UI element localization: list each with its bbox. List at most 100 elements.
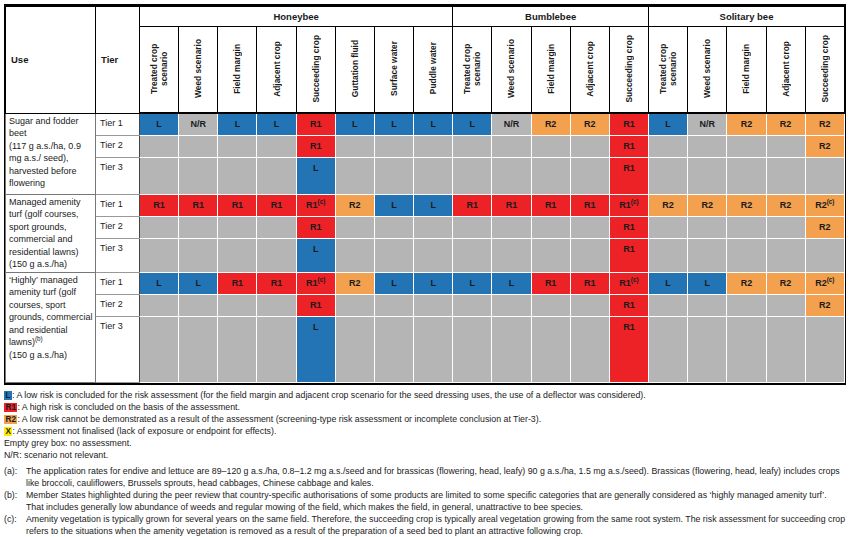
- risk-cell: L: [688, 272, 727, 294]
- risk-cell: [570, 238, 609, 272]
- column-header-label: Succeeding crop: [624, 35, 634, 102]
- risk-cell: [218, 316, 257, 382]
- risk-cell: L: [414, 194, 453, 216]
- risk-cell: R1: [179, 194, 218, 216]
- use-label: ‘Highly’ managed amenity turf (golf cour…: [6, 272, 96, 382]
- risk-cell: [140, 294, 179, 316]
- risk-cell: [140, 216, 179, 238]
- risk-cell: [218, 294, 257, 316]
- footnote-a: (a):The application rates for endive and…: [4, 465, 846, 489]
- risk-table-frame: Use Tier Honeybee Bumblebee Solitary bee…: [4, 4, 846, 385]
- column-header-label: Succeeding crop: [311, 35, 321, 102]
- column-header-honeybee-surface-water: Surface water: [374, 27, 413, 114]
- risk-cell: [531, 294, 570, 316]
- footnote-b: (b):Member States highlighted during the…: [4, 489, 846, 513]
- risk-cell: R1(c): [296, 272, 335, 294]
- tier-label: Tier 3: [96, 238, 140, 272]
- legend-swatch-l: L: [4, 391, 12, 401]
- risk-cell: [414, 238, 453, 272]
- risk-cell: [727, 157, 766, 194]
- risk-cell: R1(c): [609, 272, 648, 294]
- column-header-honeybee-adjacent-crop: Adjacent crop: [257, 27, 296, 114]
- risk-cell: L: [296, 157, 335, 194]
- tier-label: Tier 1: [96, 272, 140, 294]
- risk-cell: R1(c): [609, 194, 648, 216]
- risk-cell: N/R: [688, 113, 727, 135]
- risk-cell: R1: [609, 216, 648, 238]
- risk-cell: [140, 157, 179, 194]
- risk-cell: R1: [257, 272, 296, 294]
- document-page: Use Tier Honeybee Bumblebee Solitary bee…: [0, 0, 850, 537]
- column-header-honeybee-weed-scenario: Weed scenario: [179, 27, 218, 114]
- risk-cell: R2: [805, 294, 844, 316]
- risk-cell: [531, 157, 570, 194]
- risk-cell: [414, 157, 453, 194]
- risk-cell: [374, 238, 413, 272]
- risk-cell: [492, 157, 531, 194]
- risk-cell: [257, 238, 296, 272]
- legend-swatch-x: X: [4, 427, 12, 437]
- risk-cell: [335, 294, 374, 316]
- risk-cell: R1: [218, 272, 257, 294]
- footnotes: (a):The application rates for endive and…: [4, 465, 846, 537]
- column-header-bumblebee-treated-crop-scenario: Treated crop scenario: [453, 27, 492, 114]
- column-header-bumblebee-weed-scenario: Weed scenario: [492, 27, 531, 114]
- risk-cell: [179, 316, 218, 382]
- risk-cell: [492, 238, 531, 272]
- column-header-honeybee-field-margin: Field margin: [218, 27, 257, 114]
- risk-cell: [140, 316, 179, 382]
- risk-cell: [531, 216, 570, 238]
- crop-row-2-tier-2: Tier 2R1R1R2: [6, 216, 845, 238]
- risk-cell: [374, 316, 413, 382]
- risk-cell: R1: [296, 135, 335, 157]
- footnote-marker: (b):: [4, 489, 17, 501]
- risk-cell: R2: [570, 113, 609, 135]
- column-header-label: Treated crop scenario: [658, 29, 678, 108]
- risk-cell: [766, 294, 805, 316]
- risk-cell: [727, 316, 766, 382]
- risk-cell: R1: [218, 194, 257, 216]
- risk-cell: R2: [531, 113, 570, 135]
- risk-cell: R1: [296, 113, 335, 135]
- risk-cell: [649, 238, 688, 272]
- risk-cell: R1: [609, 316, 648, 382]
- column-header-label: Surface water: [389, 41, 399, 96]
- risk-cell: L: [649, 113, 688, 135]
- risk-cell: R1: [609, 294, 648, 316]
- risk-cell: [414, 135, 453, 157]
- column-header-label: Weed scenario: [193, 39, 203, 98]
- crop-row-3-tier-3: Tier 3LR1: [6, 316, 845, 382]
- column-header-bumblebee-adjacent-crop: Adjacent crop: [570, 27, 609, 114]
- tier-label: Tier 2: [96, 135, 140, 157]
- footnote-marker: (c):: [4, 513, 17, 525]
- risk-cell: R1: [609, 238, 648, 272]
- risk-cell: R2: [688, 194, 727, 216]
- risk-cell: [374, 216, 413, 238]
- risk-cell: R2: [766, 272, 805, 294]
- crop-row-2-tier-1: Managed amenity turf (golf courses, spor…: [6, 194, 845, 216]
- risk-cell: [766, 238, 805, 272]
- risk-cell: [374, 157, 413, 194]
- risk-cell: L: [257, 113, 296, 135]
- risk-cell: R2: [727, 272, 766, 294]
- crop-row-1-tier-1: Sugar and fodder beet(117 g a.s./ha, 0.9…: [6, 113, 845, 135]
- risk-cell: [766, 216, 805, 238]
- column-header-solitary-bee-adjacent-crop: Adjacent crop: [766, 27, 805, 114]
- column-header-label: Adjacent crop: [781, 41, 791, 97]
- risk-cell: [335, 157, 374, 194]
- risk-cell: R1: [531, 194, 570, 216]
- column-header-label: Guttation fluid: [350, 40, 360, 97]
- column-header-solitary-bee-weed-scenario: Weed scenario: [688, 27, 727, 114]
- risk-cell: R1: [257, 194, 296, 216]
- risk-cell: R1: [570, 194, 609, 216]
- column-header-honeybee-treated-crop-scenario: Treated crop scenario: [140, 27, 179, 114]
- risk-cell: L: [414, 113, 453, 135]
- risk-cell: [453, 238, 492, 272]
- risk-cell: [218, 157, 257, 194]
- risk-cell: [453, 157, 492, 194]
- risk-cell: [688, 135, 727, 157]
- risk-cell: [453, 294, 492, 316]
- risk-cell: [727, 294, 766, 316]
- risk-cell: [570, 316, 609, 382]
- risk-cell: R2: [335, 194, 374, 216]
